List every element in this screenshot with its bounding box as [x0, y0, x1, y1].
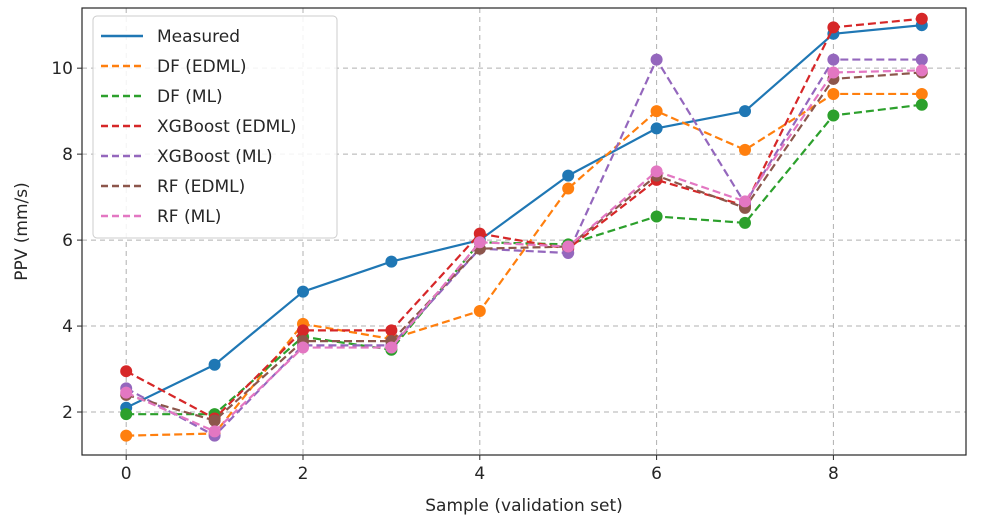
data-point-df-edml: [120, 429, 133, 442]
data-point-xgboost-edml: [120, 365, 133, 378]
data-point-df-ml: [915, 98, 928, 111]
series-line-rf-edml: [125, 71, 922, 422]
y-tick-label: 4: [62, 317, 73, 337]
data-point-rf-ml: [827, 66, 840, 79]
x-axis-label: Sample (validation set): [425, 496, 623, 516]
data-point-measured: [385, 255, 398, 268]
data-point-df-ml: [827, 109, 840, 122]
legend-label: DF (ML): [157, 87, 223, 107]
data-point-rf-edml: [208, 414, 221, 427]
series-layer: [120, 12, 928, 442]
axis-ticks: 0 2 4 6 8 2 4 6 8 10: [51, 59, 838, 484]
x-tick-label: 0: [121, 464, 132, 484]
x-tick-label: 8: [828, 464, 839, 484]
data-point-df-edml: [827, 87, 840, 100]
y-tick-label: 6: [62, 231, 73, 251]
data-point-df-ml: [739, 216, 751, 229]
x-tick-label: 2: [298, 464, 309, 484]
y-tick-label: 10: [51, 59, 73, 79]
legend: Measured DF (EDML) DF (ML) XGBoost (EDML) XG…: [92, 15, 338, 239]
data-point-xgboost-ml: [827, 53, 840, 66]
data-point-xgboost-edml: [385, 324, 398, 337]
data-point-measured: [650, 122, 663, 135]
data-point-df-ml: [120, 408, 133, 421]
data-point-xgboost-edml: [827, 21, 840, 34]
y-tick-label: 8: [62, 145, 73, 165]
data-point-df-edml: [473, 305, 486, 318]
x-tick-label: 6: [651, 464, 662, 484]
x-tick-label: 4: [474, 464, 485, 484]
legend-label: RF (EDML): [157, 177, 245, 197]
legend-label: RF (ML): [157, 207, 221, 227]
data-point-xgboost-ml: [650, 53, 663, 66]
series-line-xgboost-edml: [125, 17, 922, 420]
y-axis-label: PPV (mm/s): [12, 182, 32, 281]
legend-label: XGBoost (ML): [157, 147, 273, 167]
legend-label: XGBoost (EDML): [157, 117, 296, 137]
series-line-df-edml: [126, 92, 922, 437]
data-point-df-ml: [650, 210, 663, 223]
data-point-rf-ml: [915, 64, 928, 77]
data-point-rf-ml: [473, 236, 486, 249]
data-point-rf-ml: [739, 195, 751, 208]
data-point-df-edml: [562, 182, 575, 195]
data-point-measured: [562, 169, 575, 182]
plot-frame: [81, 7, 967, 456]
series-line-rf-ml: [125, 69, 922, 433]
data-point-measured: [297, 285, 309, 298]
data-point-df-edml: [739, 143, 751, 156]
data-point-rf-ml: [385, 341, 398, 354]
data-point-measured: [739, 105, 751, 118]
data-point-xgboost-edml: [297, 324, 309, 337]
data-point-df-edml: [915, 87, 928, 100]
data-point-rf-ml: [562, 240, 575, 253]
legend-box: [92, 15, 338, 239]
data-point-rf-ml: [208, 425, 221, 438]
y-tick-label: 2: [62, 403, 73, 423]
data-point-rf-ml: [120, 386, 133, 399]
data-point-xgboost-edml: [473, 227, 486, 240]
series-line-measured: [125, 24, 922, 409]
data-point-rf-ml: [650, 165, 663, 178]
data-point-df-edml: [650, 105, 663, 118]
data-point-xgboost-edml: [915, 12, 928, 25]
data-point-rf-ml: [297, 341, 309, 354]
legend-label: DF (EDML): [157, 57, 247, 77]
data-point-xgboost-ml: [915, 53, 928, 66]
data-point-measured: [208, 358, 221, 371]
legend-label: Measured: [157, 27, 240, 47]
